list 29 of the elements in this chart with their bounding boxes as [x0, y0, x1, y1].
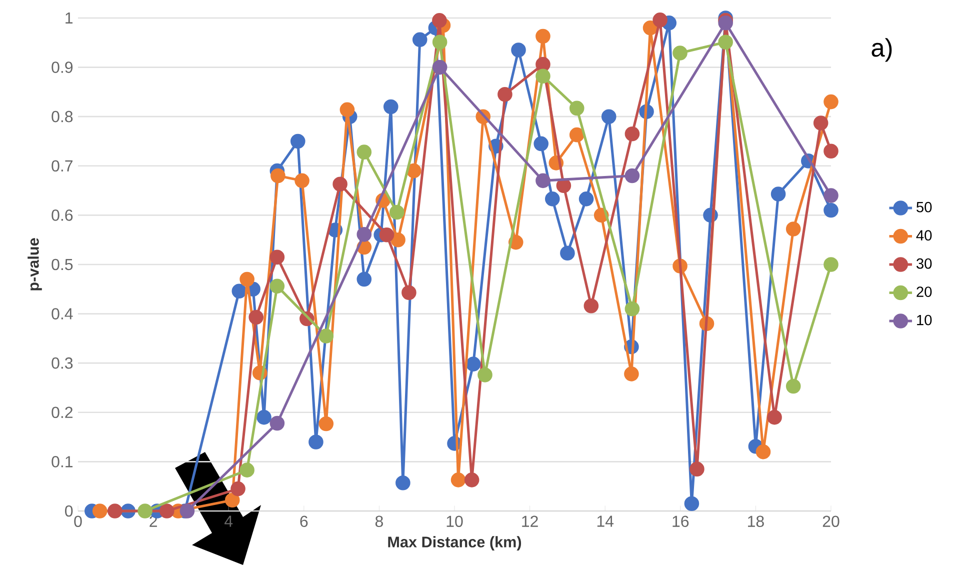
legend-label: 20: [916, 286, 932, 297]
text: a): [872, 38, 892, 62]
y-tick-label: 0.6: [52, 210, 73, 221]
legend-label: 50: [916, 202, 932, 212]
y-axis-title: p-value: [28, 238, 42, 290]
y-tick-label: 0.2: [52, 406, 72, 418]
y-tick-label: 0.3: [52, 357, 73, 369]
x-tick-label: 10: [446, 516, 463, 528]
x-tick-label: 8: [375, 516, 383, 528]
x-tick-label: 14: [597, 516, 614, 527]
x-tick-label: 12: [522, 516, 538, 527]
legend-label: 30: [916, 258, 932, 269]
legend-label: 10: [917, 314, 932, 326]
y-tick-label: 0.9: [52, 62, 73, 73]
y-tick-label: 0.4: [52, 308, 73, 320]
y-tick-label: 0: [65, 505, 73, 517]
x-tick-label: 20: [822, 516, 840, 528]
x-tick-label: 0: [74, 516, 82, 528]
legend-label: 40: [916, 230, 932, 241]
y-tick-label: 1: [66, 12, 73, 24]
x-tick-label: 18: [748, 516, 764, 528]
y-tick-label: 0.8: [52, 110, 73, 122]
y-tick-label: 0.1: [52, 456, 73, 468]
x-axis-title: Max Distance (km): [388, 536, 522, 550]
x-tick-label: 16: [672, 516, 689, 528]
x-tick-label: 4: [224, 516, 233, 527]
y-tick-label: 0.5: [52, 258, 73, 270]
y-tick-label: 0.7: [52, 160, 72, 172]
x-tick-label: 6: [300, 516, 308, 528]
